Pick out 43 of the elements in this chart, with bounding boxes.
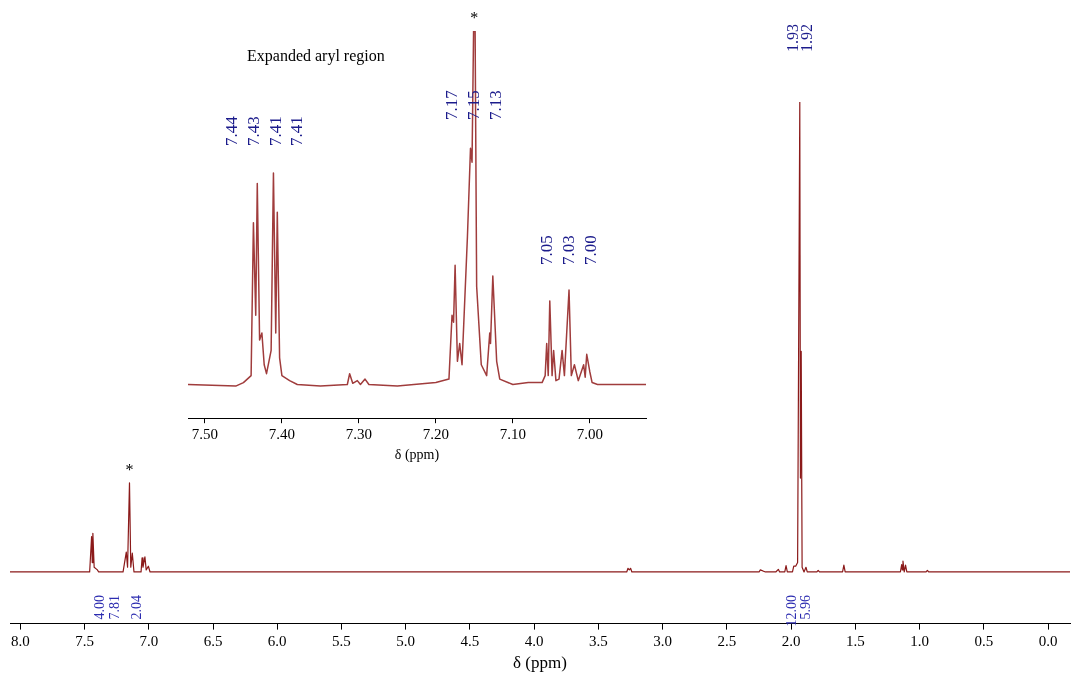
annotation: 7.03 (559, 235, 579, 265)
annotation: 7.13 (486, 90, 506, 120)
x-tick-label: 2.5 (717, 632, 737, 649)
x-tick-label: 7.20 (422, 426, 449, 443)
annotation: 7.41 (266, 116, 286, 146)
annotation: * (470, 9, 479, 27)
x-tick-label: 4.0 (524, 632, 544, 649)
x-tick-label: 2.0 (781, 632, 801, 649)
annotation: 12.00 (783, 595, 799, 627)
x-tick-label: 8.0 (10, 632, 30, 649)
annotation: 7.81 (106, 595, 122, 620)
x-tick-label: 1.5 (846, 632, 865, 649)
annotation: 5.96 (797, 595, 813, 620)
annotation: 7.44 (222, 115, 242, 146)
x-tick-label: 4.5 (460, 632, 480, 649)
annotation: 7.15 (464, 90, 484, 120)
x-tick-label: 6.0 (267, 632, 287, 649)
x-tick-label: 7.0 (139, 632, 159, 649)
x-tick-label: 1.0 (910, 632, 930, 649)
annotation: 7.41 (287, 116, 307, 146)
x-tick-label: 3.5 (589, 632, 608, 649)
annotation: 4.00 (91, 595, 107, 620)
annotation: Expanded aryl region (247, 47, 385, 66)
x-tick-label: 7.40 (268, 426, 296, 443)
x-tick-label: 7.00 (576, 426, 603, 443)
annotation: 7.43 (244, 116, 264, 146)
x-tick-label: 5.0 (396, 632, 416, 649)
x-tick-label: 7.50 (191, 426, 219, 443)
x-tick-label: 0.0 (1038, 632, 1058, 649)
x-tick-label: 7.30 (345, 426, 373, 443)
annotation: 7.00 (581, 235, 601, 265)
annotation: 7.05 (537, 235, 557, 265)
x-tick-label: 0.5 (974, 632, 994, 649)
x-tick-label: 6.5 (203, 632, 223, 649)
x-axis-title: δ (ppm) (513, 653, 567, 673)
annotation: 7.17 (442, 89, 462, 120)
x-tick-label: 5.5 (332, 632, 351, 649)
annotation: 2.04 (128, 595, 144, 620)
annotation: * (125, 460, 134, 478)
x-axis-title: δ (ppm) (394, 447, 440, 464)
x-tick-label: 7.10 (499, 426, 526, 443)
x-tick-label: 7.5 (75, 632, 94, 649)
x-tick-label: 3.0 (653, 632, 673, 649)
